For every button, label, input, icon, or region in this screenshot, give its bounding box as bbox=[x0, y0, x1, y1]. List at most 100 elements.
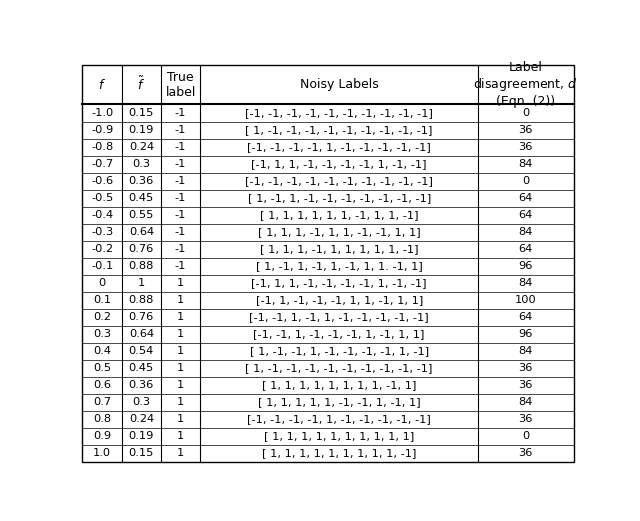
Text: 1: 1 bbox=[177, 414, 184, 424]
Text: 1: 1 bbox=[138, 278, 145, 288]
Text: 0: 0 bbox=[99, 278, 106, 288]
Text: 1: 1 bbox=[177, 363, 184, 373]
Text: -1: -1 bbox=[175, 142, 186, 152]
Text: [-1, -1, 1, -1, -1, -1, 1, -1, 1, 1]: [-1, -1, 1, -1, -1, -1, 1, -1, 1, 1] bbox=[253, 329, 425, 339]
Text: 100: 100 bbox=[515, 295, 537, 305]
Text: 84: 84 bbox=[518, 346, 533, 356]
Text: [ 1, -1, -1, -1, -1, -1, -1, -1, -1, -1]: [ 1, -1, -1, -1, -1, -1, -1, -1, -1, -1] bbox=[246, 125, 433, 135]
Text: 1: 1 bbox=[177, 346, 184, 356]
Text: 0.3: 0.3 bbox=[132, 397, 150, 407]
Text: [-1, -1, -1, -1, 1, -1, -1, -1, -1, -1]: [-1, -1, -1, -1, 1, -1, -1, -1, -1, -1] bbox=[247, 142, 431, 152]
Text: [ 1, 1, 1, 1, 1, -1, -1, 1, -1, 1]: [ 1, 1, 1, 1, 1, -1, -1, 1, -1, 1] bbox=[258, 397, 420, 407]
Text: 64: 64 bbox=[518, 312, 533, 322]
Text: [ 1, 1, 1, -1, 1, 1, -1, -1, 1, 1]: [ 1, 1, 1, -1, 1, 1, -1, -1, 1, 1] bbox=[258, 227, 420, 237]
Text: -1: -1 bbox=[175, 108, 186, 118]
Text: -0.5: -0.5 bbox=[91, 193, 113, 203]
Text: 0.3: 0.3 bbox=[93, 329, 111, 339]
Text: [-1, -1, -1, -1, 1, -1, -1, -1, -1, -1]: [-1, -1, -1, -1, 1, -1, -1, -1, -1, -1] bbox=[247, 414, 431, 424]
Text: [-1, -1, -1, -1, -1, -1, -1, -1, -1, -1]: [-1, -1, -1, -1, -1, -1, -1, -1, -1, -1] bbox=[245, 176, 433, 186]
Text: 1: 1 bbox=[177, 295, 184, 305]
Text: -1: -1 bbox=[175, 193, 186, 203]
Text: -0.3: -0.3 bbox=[91, 227, 113, 237]
Text: -0.7: -0.7 bbox=[91, 159, 113, 169]
Text: $\tilde{f}$: $\tilde{f}$ bbox=[138, 76, 145, 93]
Text: 1: 1 bbox=[177, 312, 184, 322]
Text: [ 1, -1, 1, -1, -1, -1, -1, -1, -1, -1]: [ 1, -1, 1, -1, -1, -1, -1, -1, -1, -1] bbox=[248, 193, 431, 203]
Text: 0.7: 0.7 bbox=[93, 397, 111, 407]
Text: 0.55: 0.55 bbox=[129, 210, 154, 220]
Text: [ 1, -1, -1, -1, -1, -1, -1, -1, -1, -1]: [ 1, -1, -1, -1, -1, -1, -1, -1, -1, -1] bbox=[246, 363, 433, 373]
Text: 0.6: 0.6 bbox=[93, 380, 111, 390]
Text: 1: 1 bbox=[177, 380, 184, 390]
Text: 84: 84 bbox=[518, 397, 533, 407]
Text: 0: 0 bbox=[522, 176, 529, 186]
Text: -0.6: -0.6 bbox=[91, 176, 113, 186]
Text: 1: 1 bbox=[177, 278, 184, 288]
Text: [-1, 1, 1, -1, -1, -1, -1, 1, -1, -1]: [-1, 1, 1, -1, -1, -1, -1, 1, -1, -1] bbox=[252, 278, 427, 288]
Text: 0.24: 0.24 bbox=[129, 414, 154, 424]
Text: 0.45: 0.45 bbox=[129, 193, 154, 203]
Text: 36: 36 bbox=[518, 414, 533, 424]
Text: [ 1, -1, 1, -1, 1, -1, 1, 1. -1, 1]: [ 1, -1, 1, -1, 1, -1, 1, 1. -1, 1] bbox=[256, 261, 422, 271]
Text: 84: 84 bbox=[518, 227, 533, 237]
Text: 0.76: 0.76 bbox=[129, 312, 154, 322]
Text: 0.24: 0.24 bbox=[129, 142, 154, 152]
Text: [ 1, 1, 1, 1, 1, 1, 1, 1, 1, -1]: [ 1, 1, 1, 1, 1, 1, 1, 1, 1, -1] bbox=[262, 448, 417, 458]
Text: 84: 84 bbox=[518, 159, 533, 169]
Text: [-1, -1, 1, -1, 1, -1, -1, -1, -1, -1]: [-1, -1, 1, -1, 1, -1, -1, -1, -1, -1] bbox=[250, 312, 429, 322]
Text: 36: 36 bbox=[518, 142, 533, 152]
Text: 1: 1 bbox=[177, 329, 184, 339]
Text: [-1, -1, -1, -1, -1, -1, -1, -1, -1, -1]: [-1, -1, -1, -1, -1, -1, -1, -1, -1, -1] bbox=[245, 108, 433, 118]
Text: 1: 1 bbox=[177, 431, 184, 441]
Text: 0.8: 0.8 bbox=[93, 414, 111, 424]
Text: -1: -1 bbox=[175, 244, 186, 254]
Text: -0.4: -0.4 bbox=[91, 210, 113, 220]
Text: -0.8: -0.8 bbox=[91, 142, 113, 152]
Text: 0.15: 0.15 bbox=[129, 448, 154, 458]
Text: 0.36: 0.36 bbox=[129, 380, 154, 390]
Text: 0.4: 0.4 bbox=[93, 346, 111, 356]
Text: 1: 1 bbox=[177, 448, 184, 458]
Text: 1.0: 1.0 bbox=[93, 448, 111, 458]
Text: True
label: True label bbox=[165, 70, 196, 98]
Text: 36: 36 bbox=[518, 380, 533, 390]
Text: 96: 96 bbox=[518, 261, 533, 271]
Text: 1: 1 bbox=[177, 397, 184, 407]
Text: 64: 64 bbox=[518, 244, 533, 254]
Text: 36: 36 bbox=[518, 125, 533, 135]
Text: -1.0: -1.0 bbox=[91, 108, 113, 118]
Text: 0.54: 0.54 bbox=[129, 346, 154, 356]
Text: 0: 0 bbox=[522, 431, 529, 441]
Text: -1: -1 bbox=[175, 176, 186, 186]
Text: 0.1: 0.1 bbox=[93, 295, 111, 305]
Text: 0.45: 0.45 bbox=[129, 363, 154, 373]
Text: -1: -1 bbox=[175, 227, 186, 237]
Text: -0.1: -0.1 bbox=[91, 261, 113, 271]
Text: 0.3: 0.3 bbox=[132, 159, 150, 169]
Text: 0.64: 0.64 bbox=[129, 227, 154, 237]
Text: 0.88: 0.88 bbox=[129, 261, 154, 271]
Text: 0.19: 0.19 bbox=[129, 125, 154, 135]
Text: [-1, 1, 1, -1, -1, -1, -1, 1, -1, -1]: [-1, 1, 1, -1, -1, -1, -1, 1, -1, -1] bbox=[252, 159, 427, 169]
Text: 0.76: 0.76 bbox=[129, 244, 154, 254]
Text: [ 1, -1, -1, 1, -1, -1, -1, -1, 1, -1]: [ 1, -1, -1, 1, -1, -1, -1, -1, 1, -1] bbox=[250, 346, 429, 356]
Text: 84: 84 bbox=[518, 278, 533, 288]
Text: Label
disagreement, $d$
(Eqn. (2)): Label disagreement, $d$ (Eqn. (2)) bbox=[474, 61, 578, 108]
Text: -0.9: -0.9 bbox=[91, 125, 113, 135]
Text: 0.19: 0.19 bbox=[129, 431, 154, 441]
Text: 0.5: 0.5 bbox=[93, 363, 111, 373]
Text: 0: 0 bbox=[522, 108, 529, 118]
Text: 0.64: 0.64 bbox=[129, 329, 154, 339]
Text: 0.36: 0.36 bbox=[129, 176, 154, 186]
Text: 0.15: 0.15 bbox=[129, 108, 154, 118]
Text: Noisy Labels: Noisy Labels bbox=[300, 78, 378, 91]
Text: 64: 64 bbox=[518, 193, 533, 203]
Text: 36: 36 bbox=[518, 448, 533, 458]
Text: 0.88: 0.88 bbox=[129, 295, 154, 305]
Text: -1: -1 bbox=[175, 210, 186, 220]
Text: [ 1, 1, 1, 1, 1, 1, -1, 1, 1, -1]: [ 1, 1, 1, 1, 1, 1, -1, 1, 1, -1] bbox=[260, 210, 419, 220]
Text: -1: -1 bbox=[175, 125, 186, 135]
Text: 0.2: 0.2 bbox=[93, 312, 111, 322]
Text: -1: -1 bbox=[175, 159, 186, 169]
Text: [ 1, 1, 1, 1, 1, 1, 1, 1, -1, 1]: [ 1, 1, 1, 1, 1, 1, 1, 1, -1, 1] bbox=[262, 380, 417, 390]
